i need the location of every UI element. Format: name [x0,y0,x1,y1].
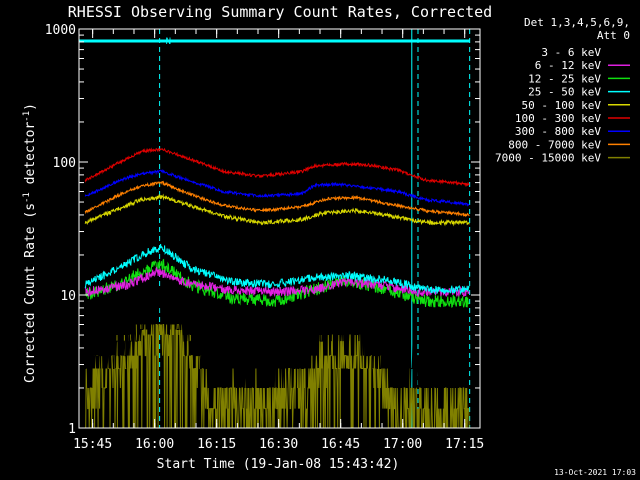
legend-label: 800 - 7000 keV [508,138,601,151]
y-tick-label: 100 [53,156,76,171]
series-line-4 [84,193,470,227]
series-line-5 [84,147,470,188]
legend-label: 25 - 50 keV [528,86,601,99]
x-tick-label: 16:45 [321,437,360,452]
series-line-3 [84,243,470,296]
legend-label: 50 - 100 keV [522,99,602,112]
x-tick-label: 16:00 [135,437,174,452]
legend-label: 12 - 25 keV [528,72,601,85]
axes: 1 10 100 1000 15:45 16:00 16:15 16:30 16:45 17:00… [45,23,485,452]
series-line-6 [84,168,470,207]
legend-label: 7000 - 15000 keV [495,152,601,165]
saa-marker-label: N [166,37,171,47]
legend-header-line2: Att 0 [597,29,630,42]
x-tick-label: 15:45 [73,437,112,452]
legend-label: 300 - 800 keV [515,125,601,138]
series-line-8 [85,324,470,429]
series-layer [84,147,470,429]
x-tick-label: 17:00 [383,437,422,452]
date-stamp: 13-Oct-2021 17:03 [554,468,636,477]
x-tick-label: 16:15 [197,437,236,452]
series-line-0 [85,289,470,389]
x-tick-label: 16:30 [259,437,298,452]
legend-label: 100 - 300 keV [515,112,601,125]
x-tick-label: 17:15 [445,437,484,452]
y-axis-label: Corrected Count Rate (s-1 detector-1) [22,103,38,383]
y-tick-label: 1000 [45,23,76,38]
y-tick-label: 1 [68,422,76,437]
chart-title: RHESSI Observing Summary Count Rates, Co… [68,3,492,21]
legend-header-line1: Det 1,3,4,5,6,9, [524,16,630,29]
series-line-7 [84,180,470,218]
legend-label: 6 - 12 keV [535,59,602,72]
y-tick-label: 10 [60,289,76,304]
plot-frame [78,28,481,429]
legend-label: 3 - 6 keV [541,46,601,59]
x-axis-label: Start Time (19-Jan-08 15:43:42) [157,457,400,472]
